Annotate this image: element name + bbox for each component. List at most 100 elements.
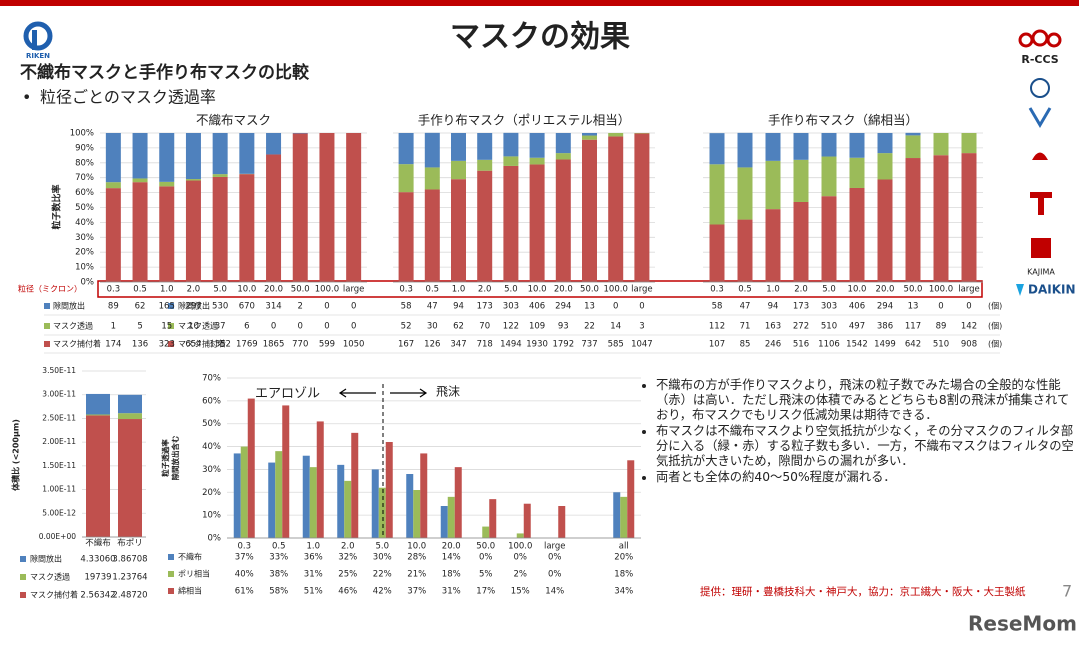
table-cell: 28% bbox=[407, 553, 426, 563]
x-tick-label: 0.3 bbox=[710, 285, 724, 295]
bar-segment bbox=[529, 164, 545, 282]
note: 不織布の方が手作りマスクより，飛沫の粒子数でみた場合の全般的な性能（赤）は高い．… bbox=[656, 378, 1076, 423]
row-label: マスク透過 bbox=[53, 321, 93, 331]
x-tick-label: 0.3 bbox=[107, 285, 121, 295]
table-cell: 1352 bbox=[209, 340, 231, 350]
table-cell: 1769 bbox=[236, 340, 258, 350]
table-cell: 0 bbox=[324, 302, 329, 312]
table-cell: 163 bbox=[765, 322, 781, 332]
y-tick-label: 2.50E-11 bbox=[42, 413, 76, 422]
y-tick-label: 40% bbox=[75, 218, 94, 228]
table-cell: 5 bbox=[137, 322, 142, 332]
bar bbox=[344, 480, 352, 538]
table-cell: 0 bbox=[966, 302, 971, 312]
bar-segment bbox=[905, 132, 921, 136]
y-tick-label: 80% bbox=[75, 158, 94, 168]
bar-segment bbox=[212, 176, 228, 282]
bar-segment bbox=[477, 170, 493, 282]
legend-swatch bbox=[44, 341, 50, 347]
bar bbox=[523, 503, 531, 538]
x-tick-label: 20.0 bbox=[554, 285, 573, 295]
bullet-mark: • bbox=[22, 88, 31, 107]
bar bbox=[268, 462, 276, 538]
bar-segment bbox=[105, 182, 121, 189]
x-tick-label: 0.3 bbox=[399, 285, 413, 295]
bar-segment bbox=[212, 174, 228, 177]
y-tick-label: 5.00E-12 bbox=[42, 508, 76, 517]
note: 両者とも全体の約40～50%程度が漏れる． bbox=[656, 470, 1076, 485]
bar bbox=[420, 453, 428, 538]
table-cell: 737 bbox=[581, 340, 597, 350]
table-cell: 2 bbox=[298, 302, 303, 312]
y-tick-label: 90% bbox=[75, 143, 94, 153]
x-tick-label: 1.0 bbox=[306, 542, 320, 552]
y-tick-label: 0% bbox=[81, 278, 95, 288]
x-tick-label: 1.0 bbox=[160, 285, 174, 295]
logo-text: RIKEN bbox=[26, 52, 50, 60]
bar-segment bbox=[765, 133, 781, 161]
bar-segment bbox=[933, 133, 949, 156]
x-tick-label: 20.0 bbox=[876, 285, 895, 295]
table-cell: 51% bbox=[304, 587, 323, 597]
bar-segment bbox=[239, 174, 255, 282]
table-cell: 294 bbox=[877, 302, 893, 312]
bar-segment bbox=[346, 133, 362, 282]
table-cell: 174 bbox=[105, 340, 121, 350]
table-cell: 15% bbox=[511, 587, 530, 597]
bar-segment bbox=[709, 133, 725, 165]
bar bbox=[233, 453, 241, 538]
table-cell: 654 bbox=[185, 340, 201, 350]
legend-swatch bbox=[168, 554, 174, 560]
bar-segment bbox=[555, 133, 571, 154]
bar-segment bbox=[555, 159, 571, 282]
x-tick-label: 50.0 bbox=[904, 285, 923, 295]
x-tick-label: large bbox=[544, 542, 566, 552]
table-cell: 0 bbox=[613, 302, 618, 312]
table-cell: 0% bbox=[548, 570, 562, 580]
row-label: ポリ相当 bbox=[178, 569, 210, 579]
bar-segment bbox=[266, 154, 282, 282]
x-tick-label: 0.3 bbox=[237, 542, 251, 552]
x-tick-label: 50.0 bbox=[580, 285, 599, 295]
table-cell: 14 bbox=[610, 322, 621, 332]
table-cell: 37% bbox=[235, 553, 254, 563]
rccs-logo: R-CCS bbox=[1018, 29, 1062, 66]
bar-segment bbox=[451, 179, 466, 282]
table-cell: 47 bbox=[427, 302, 438, 312]
table-cell: 37 bbox=[215, 322, 226, 332]
x-tick-label: 5.0 bbox=[504, 285, 518, 295]
bar-segment bbox=[185, 133, 201, 180]
x-tick-label: 0.5 bbox=[738, 285, 752, 295]
y-tick-label: 0% bbox=[208, 534, 222, 544]
toyohashi-logo bbox=[1030, 192, 1052, 215]
bar bbox=[275, 451, 283, 538]
table-cell: 122 bbox=[503, 322, 519, 332]
table-cell: 2% bbox=[514, 570, 528, 580]
table-cell: 3.86708 bbox=[112, 555, 147, 565]
table-cell: 770 bbox=[292, 340, 308, 350]
bar-segment bbox=[877, 179, 893, 282]
x-tick-label: 50.0 bbox=[476, 542, 495, 552]
row-label: 隙間放出 bbox=[178, 301, 210, 311]
bullet-text: 粒径ごとのマスク透過率 bbox=[40, 88, 216, 107]
x-tick-label: 20.0 bbox=[264, 285, 283, 295]
table-cell: 1542 bbox=[846, 340, 868, 350]
table-cell: 0 bbox=[324, 322, 329, 332]
table-cell: 0 bbox=[298, 322, 303, 332]
y-tick-label: 2.00E-11 bbox=[42, 437, 76, 446]
table-cell: 112 bbox=[709, 322, 725, 332]
table-cell: 0% bbox=[479, 553, 493, 563]
bar-segment bbox=[849, 157, 865, 188]
notes: 不織布の方が手作りマスクより，飛沫の粒子数でみた場合の全般的な性能（赤）は高い．… bbox=[642, 378, 1076, 486]
bar-segment bbox=[821, 156, 837, 197]
table-cell: 0 bbox=[938, 302, 943, 312]
kajima-logo: KAJIMA bbox=[1027, 238, 1055, 277]
table-cell: 642 bbox=[905, 340, 921, 350]
table-cell: 323 bbox=[159, 340, 175, 350]
bar-segment bbox=[582, 135, 597, 140]
table-cell: 22% bbox=[373, 570, 392, 580]
row-label: マスク捕付着 bbox=[30, 590, 78, 600]
table-cell: 10 bbox=[188, 322, 199, 332]
osaka-logo bbox=[1032, 152, 1048, 160]
table-cell: 303 bbox=[503, 302, 519, 312]
